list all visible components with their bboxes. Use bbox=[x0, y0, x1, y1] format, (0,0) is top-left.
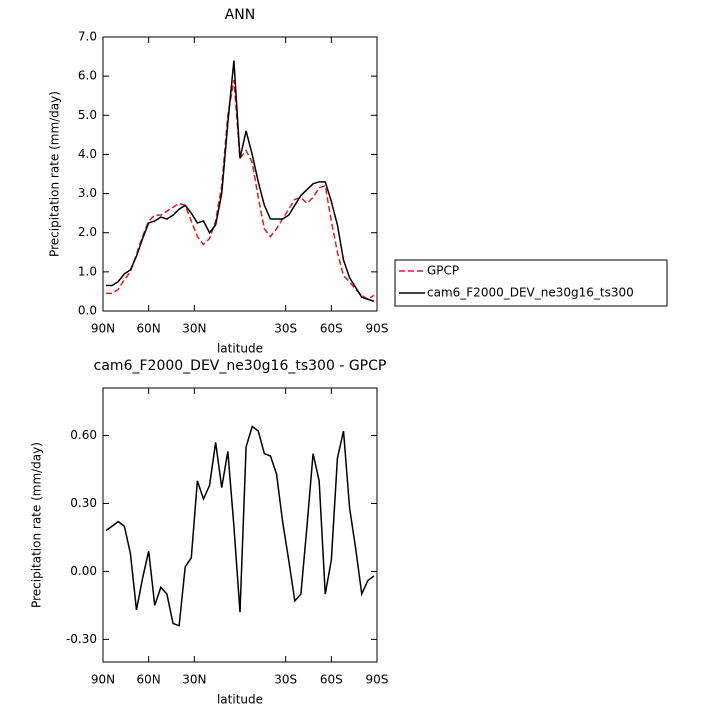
y-tick-label: -0.30 bbox=[66, 632, 97, 646]
x-axis-label: latitude bbox=[217, 342, 263, 356]
y-tick-label: 2.0 bbox=[78, 225, 97, 239]
x-tick-label: 60N bbox=[137, 322, 161, 336]
x-axis-label: latitude bbox=[217, 693, 263, 707]
y-axis-label: Precipitation rate (mm/day) bbox=[30, 442, 44, 608]
data-line bbox=[105, 425, 375, 627]
chart-title: cam6_F2000_DEV_ne30g16_ts300 - GPCP bbox=[94, 358, 387, 374]
y-tick-label: 0.00 bbox=[70, 564, 97, 578]
data-line bbox=[106, 60, 375, 302]
legend-box bbox=[394, 259, 668, 307]
y-tick-label: 3.0 bbox=[78, 186, 97, 200]
x-tick-label: 30S bbox=[274, 673, 297, 687]
x-tick-label: 30S bbox=[274, 322, 297, 336]
y-axis-label: Precipitation rate (mm/day) bbox=[48, 91, 62, 257]
y-tick-label: 4.0 bbox=[78, 147, 97, 161]
plot-frame bbox=[102, 36, 378, 312]
legend-label: GPCP bbox=[427, 264, 459, 278]
y-tick-label: 6.0 bbox=[78, 69, 97, 83]
y-tick-label: 0.60 bbox=[70, 428, 97, 442]
x-tick-label: 30N bbox=[182, 673, 206, 687]
x-tick-label: 60S bbox=[320, 673, 343, 687]
y-tick-label: 0.30 bbox=[70, 496, 97, 510]
x-tick-label: 90S bbox=[366, 322, 389, 336]
x-tick-label: 90S bbox=[366, 673, 389, 687]
x-tick-label: 60N bbox=[137, 673, 161, 687]
x-tick-label: 30N bbox=[182, 322, 206, 336]
y-tick-label: 0.0 bbox=[78, 304, 97, 318]
y-tick-label: 1.0 bbox=[78, 264, 97, 278]
data-line bbox=[106, 79, 375, 301]
x-tick-label: 90N bbox=[91, 673, 115, 687]
y-tick-label: 5.0 bbox=[78, 108, 97, 122]
x-tick-label: 60S bbox=[320, 322, 343, 336]
x-tick-label: 90N bbox=[91, 322, 115, 336]
y-tick-label: 7.0 bbox=[78, 30, 97, 44]
chart-title: ANN bbox=[225, 7, 256, 23]
legend-label: cam6_F2000_DEV_ne30g16_ts300 bbox=[427, 286, 634, 300]
plot-frame bbox=[102, 387, 378, 663]
